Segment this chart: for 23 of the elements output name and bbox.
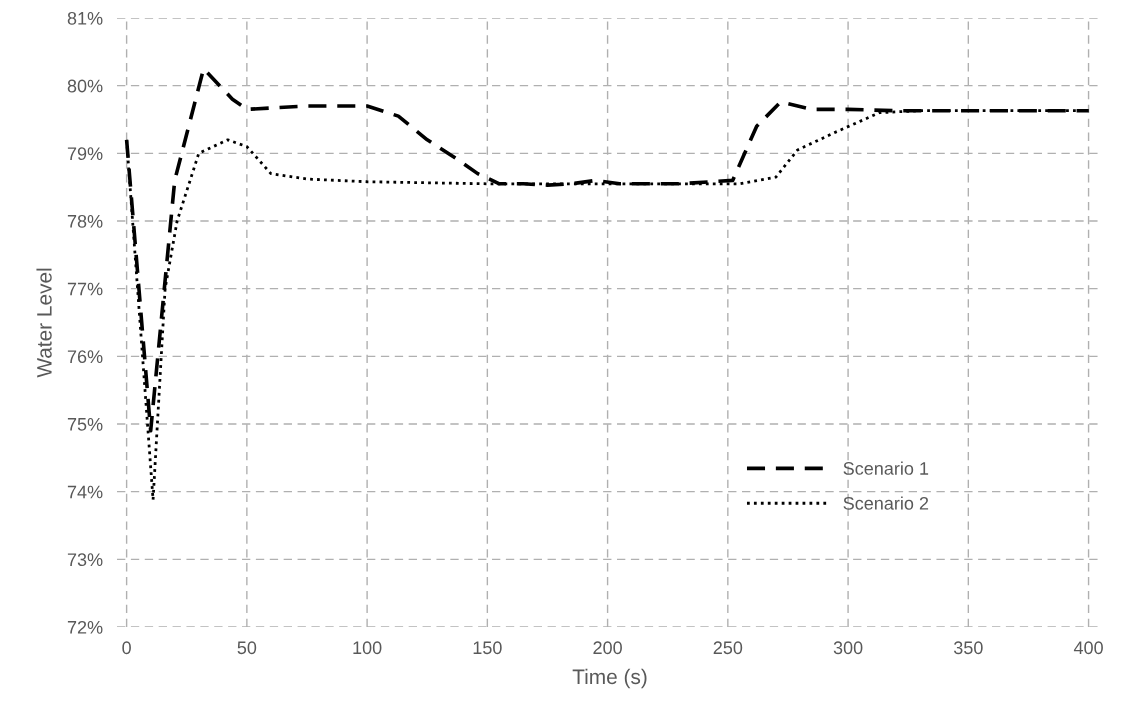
y-tick-label: 79% xyxy=(67,147,103,161)
legend-label: Scenario 2 xyxy=(843,496,929,510)
x-tick-label: 200 xyxy=(593,641,622,655)
x-tick-label: 100 xyxy=(353,641,382,655)
x-tick-label: 150 xyxy=(473,641,502,655)
x-tick-label: 300 xyxy=(833,641,863,655)
x-tick-label: 50 xyxy=(237,641,257,655)
x-tick-label: 350 xyxy=(953,641,983,655)
y-tick-label: 78% xyxy=(67,214,103,228)
y-tick-label: 81% xyxy=(67,11,103,25)
x-tick-label: 400 xyxy=(1073,641,1103,655)
x-tick-label: 250 xyxy=(713,641,743,655)
y-tick-label: 74% xyxy=(67,485,103,499)
x-tick-label: 0 xyxy=(122,641,131,655)
y-tick-label: 72% xyxy=(67,620,103,634)
y-tick-label: 76% xyxy=(67,350,103,364)
y-tick-label: 73% xyxy=(67,553,103,567)
x-axis-title: Time (s) xyxy=(572,668,647,689)
y-tick-label: 77% xyxy=(67,282,103,296)
y-tick-label: 80% xyxy=(67,79,103,93)
legend-label: Scenario 1 xyxy=(843,461,929,475)
y-axis-title: Water Level xyxy=(36,268,52,378)
y-tick-label: 75% xyxy=(67,418,103,431)
